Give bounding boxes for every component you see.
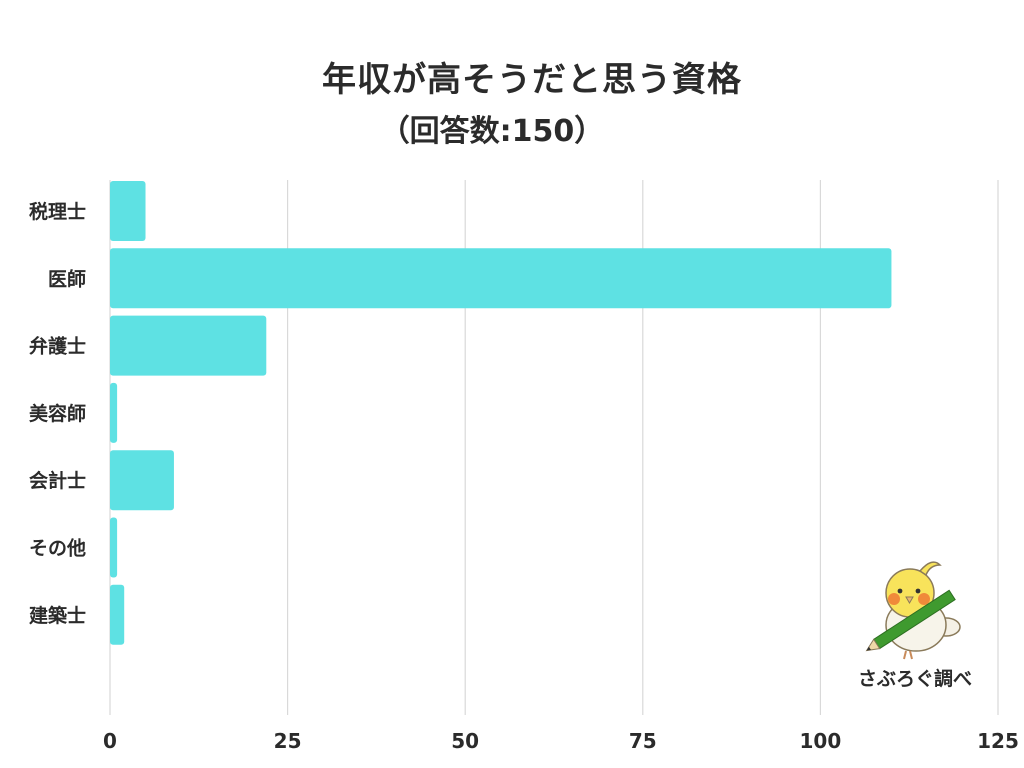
credit-label: さぶろぐ調べ — [857, 668, 972, 690]
x-tick-label: 0 — [103, 729, 117, 753]
x-tick-label: 100 — [800, 729, 842, 753]
bar — [110, 248, 892, 309]
category-label: その他 — [29, 537, 86, 560]
chart-subtitle: （回答数:150） — [379, 114, 605, 149]
bar — [110, 517, 118, 578]
category-label: 美容師 — [29, 402, 86, 425]
category-label: 医師 — [48, 267, 86, 290]
category-label: 税理士 — [29, 200, 86, 223]
x-tick-label: 25 — [274, 729, 302, 753]
chart-title: 年収が高そうだと思う資格 — [322, 60, 742, 100]
category-label: 会計士 — [29, 469, 86, 492]
bar — [110, 450, 174, 511]
category-label: 弁護士 — [29, 335, 86, 358]
x-tick-label: 50 — [451, 729, 479, 753]
bar — [110, 315, 267, 376]
x-tick-label: 125 — [977, 729, 1019, 753]
x-tick-label: 75 — [629, 729, 657, 753]
category-label: 建築士 — [29, 604, 86, 627]
bird-with-pencil-icon — [865, 561, 961, 660]
bar — [110, 382, 118, 443]
bar — [110, 584, 125, 645]
bar — [110, 181, 146, 241]
